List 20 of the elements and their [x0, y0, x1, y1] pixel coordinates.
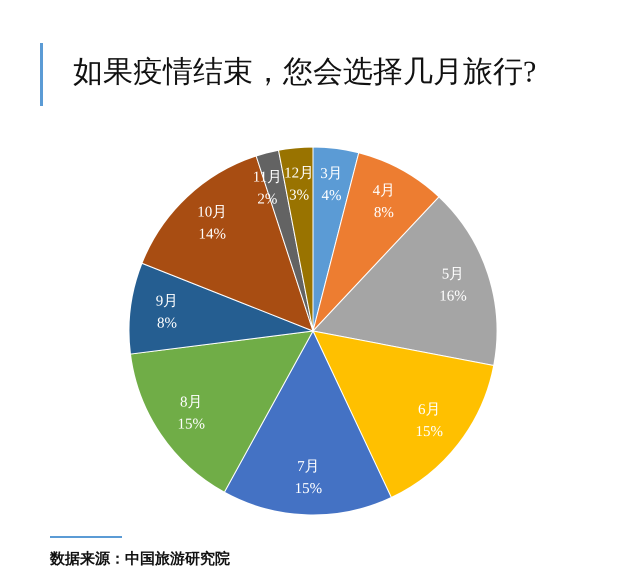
- slice-label: 5月: [442, 266, 464, 283]
- data-label: 15%: [416, 424, 444, 440]
- slice-label: 7月: [297, 459, 320, 476]
- slice-label: 8月: [180, 394, 203, 411]
- slice-label: 3月: [320, 166, 343, 182]
- slice-label: 9月: [156, 294, 178, 310]
- slice-label: 12月: [284, 165, 314, 182]
- slice-label: 6月: [418, 402, 441, 418]
- slice-label: 10月: [197, 204, 228, 221]
- chart-title: 如果疫情结束，您会选择几月旅行?: [73, 56, 536, 88]
- data-label: 15%: [178, 416, 206, 433]
- slice-label: 4月: [372, 183, 396, 200]
- data-label: 16%: [439, 288, 467, 305]
- data-label: 8%: [374, 205, 394, 222]
- source-note: 数据来源：中国旅游研究院: [49, 550, 230, 568]
- data-label: 8%: [156, 316, 177, 332]
- data-label: 3%: [289, 187, 310, 204]
- data-label: 4%: [321, 188, 342, 204]
- data-label: 14%: [198, 226, 226, 243]
- data-label: 15%: [294, 481, 322, 498]
